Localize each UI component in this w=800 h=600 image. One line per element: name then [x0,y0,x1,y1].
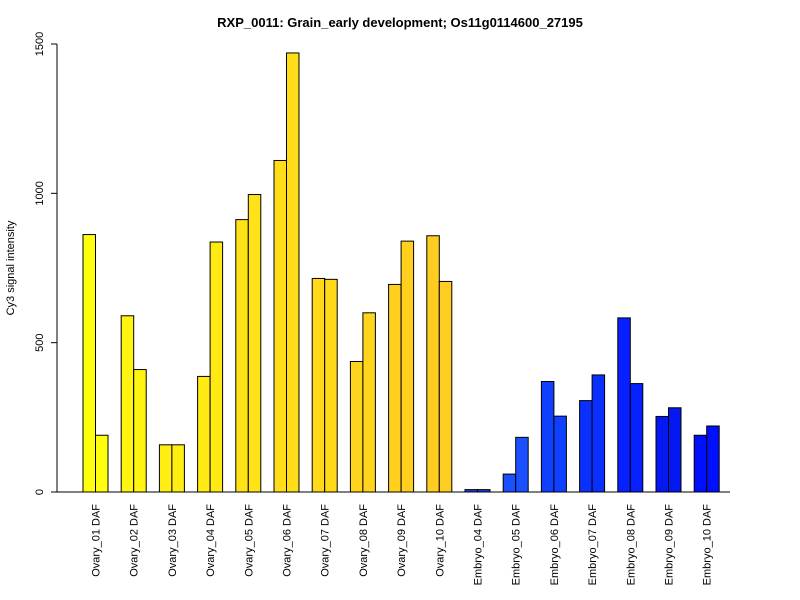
chart-title: RXP_0011: Grain_early development; Os11g… [217,15,583,30]
bar [133,369,147,493]
x-tick-label: Ovary_09 DAF [396,504,408,577]
bar [286,52,300,493]
x-tick-label: Embryo_09 DAF [664,504,676,586]
bar [553,415,567,493]
bar [324,278,338,493]
x-tick-label: Embryo_04 DAF [473,504,485,586]
bar [706,425,720,493]
bar [617,317,631,493]
y-tick-label: 0 [34,489,46,495]
bar [629,383,644,493]
bar [426,235,440,493]
bar [362,312,376,493]
bar [197,375,211,493]
bar [655,415,669,493]
bar [311,277,326,493]
bars-group [82,52,720,493]
x-tick-label: Ovary_04 DAF [205,504,217,577]
x-tick-label: Ovary_10 DAF [434,504,446,577]
bar [209,241,224,493]
bar [438,280,453,493]
bar [579,400,593,493]
y-tick-label: 500 [34,333,46,351]
bar [591,374,606,493]
x-tick-label: Embryo_08 DAF [625,504,637,586]
bar [515,436,529,493]
x-tick-label: Ovary_06 DAF [282,504,294,577]
x-tick-label: Embryo_05 DAF [511,504,523,586]
bar [464,489,478,493]
bar [502,473,517,493]
bar [82,234,96,493]
bar [120,315,135,493]
y-axis: 0 500 1000 1500 [34,32,58,495]
bar [273,159,287,493]
bar [247,194,262,493]
y-tick-label: 1000 [34,181,46,205]
x-tick-label: Ovary_07 DAF [320,504,332,577]
bar [388,283,402,493]
x-tick-label: Embryo_07 DAF [587,504,599,586]
bar [95,434,109,493]
bar [158,444,173,493]
x-tick-label: Ovary_02 DAF [129,504,141,577]
bar [693,434,708,493]
x-tick-label: Ovary_01 DAF [91,504,103,577]
x-tick-label: Ovary_03 DAF [167,504,179,577]
bar [400,240,415,493]
bar [668,407,682,493]
bar [349,360,364,493]
y-axis-label: Cy3 signal intensity [5,220,17,315]
bar [171,444,185,493]
x-tick-label: Embryo_06 DAF [549,504,561,586]
y-tick-label: 1500 [34,32,46,56]
x-tick-label: Ovary_05 DAF [243,504,255,577]
bar [477,489,491,493]
x-tick-label: Embryo_10 DAF [702,504,714,586]
x-tick-label: Ovary_08 DAF [358,504,370,577]
bar [235,219,249,493]
category-labels: Ovary_01 DAF Ovary_02 DAF Ovary_03 DAF Ovar… [91,504,714,586]
bar [540,380,555,493]
